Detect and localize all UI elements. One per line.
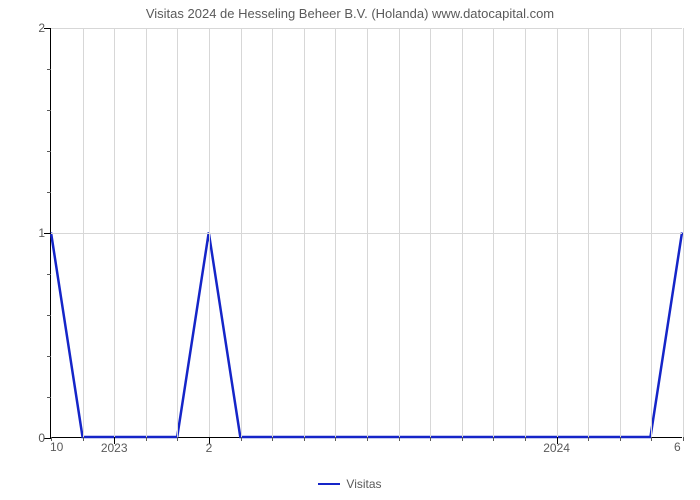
grid-line-vertical	[209, 28, 210, 437]
legend-swatch	[318, 483, 340, 485]
grid-line-vertical	[241, 28, 242, 437]
x-tick-minor	[367, 437, 368, 441]
grid-line-vertical	[83, 28, 84, 437]
x-tick-minor	[651, 437, 652, 441]
x-tick-minor	[241, 437, 242, 441]
y-tick-minor	[47, 315, 51, 316]
x-tick-minor	[683, 437, 684, 441]
x-tick-label: 2023	[101, 437, 128, 455]
y-tick-minor	[47, 69, 51, 70]
x-tick-minor	[146, 437, 147, 441]
chart-title: Visitas 2024 de Hesseling Beheer B.V. (H…	[0, 6, 700, 21]
grid-line-vertical	[462, 28, 463, 437]
x-tick-minor	[430, 437, 431, 441]
grid-line-vertical	[557, 28, 558, 437]
grid-line-vertical	[399, 28, 400, 437]
y-tick-minor	[47, 110, 51, 111]
grid-line-vertical	[114, 28, 115, 437]
grid-line-vertical	[177, 28, 178, 437]
grid-line-vertical	[272, 28, 273, 437]
y-tick-minor	[47, 274, 51, 275]
x-tick-minor	[177, 437, 178, 441]
x-tick-minor	[83, 437, 84, 441]
x-tick-label: 2	[206, 437, 213, 455]
x-tick-minor	[272, 437, 273, 441]
grid-line-vertical	[493, 28, 494, 437]
y-tick-label: 1	[38, 226, 51, 240]
grid-line-vertical	[651, 28, 652, 437]
y-tick-label: 2	[38, 21, 51, 35]
y-tick-minor	[47, 192, 51, 193]
grid-line-vertical	[367, 28, 368, 437]
grid-line-vertical	[588, 28, 589, 437]
x-axis-end-label: 6	[674, 440, 681, 454]
x-axis-start-label: 10	[50, 440, 63, 454]
x-tick-minor	[525, 437, 526, 441]
x-tick-minor	[335, 437, 336, 441]
x-tick-minor	[588, 437, 589, 441]
x-tick-minor	[304, 437, 305, 441]
grid-line-vertical	[430, 28, 431, 437]
x-tick-minor	[399, 437, 400, 441]
x-tick-label: 2024	[543, 437, 570, 455]
y-tick-minor	[47, 356, 51, 357]
chart-container: Visitas 2024 de Hesseling Beheer B.V. (H…	[0, 0, 700, 500]
x-tick-minor	[493, 437, 494, 441]
x-tick-minor	[620, 437, 621, 441]
legend: Visitas	[0, 476, 700, 491]
legend-label: Visitas	[346, 477, 381, 491]
y-tick-minor	[47, 151, 51, 152]
grid-line-vertical	[683, 28, 684, 437]
plot-area: 012202322024	[50, 28, 682, 438]
grid-line-vertical	[620, 28, 621, 437]
y-tick-minor	[47, 397, 51, 398]
grid-line-vertical	[525, 28, 526, 437]
grid-line-vertical	[335, 28, 336, 437]
grid-line-vertical	[146, 28, 147, 437]
grid-line-vertical	[304, 28, 305, 437]
x-tick-minor	[462, 437, 463, 441]
